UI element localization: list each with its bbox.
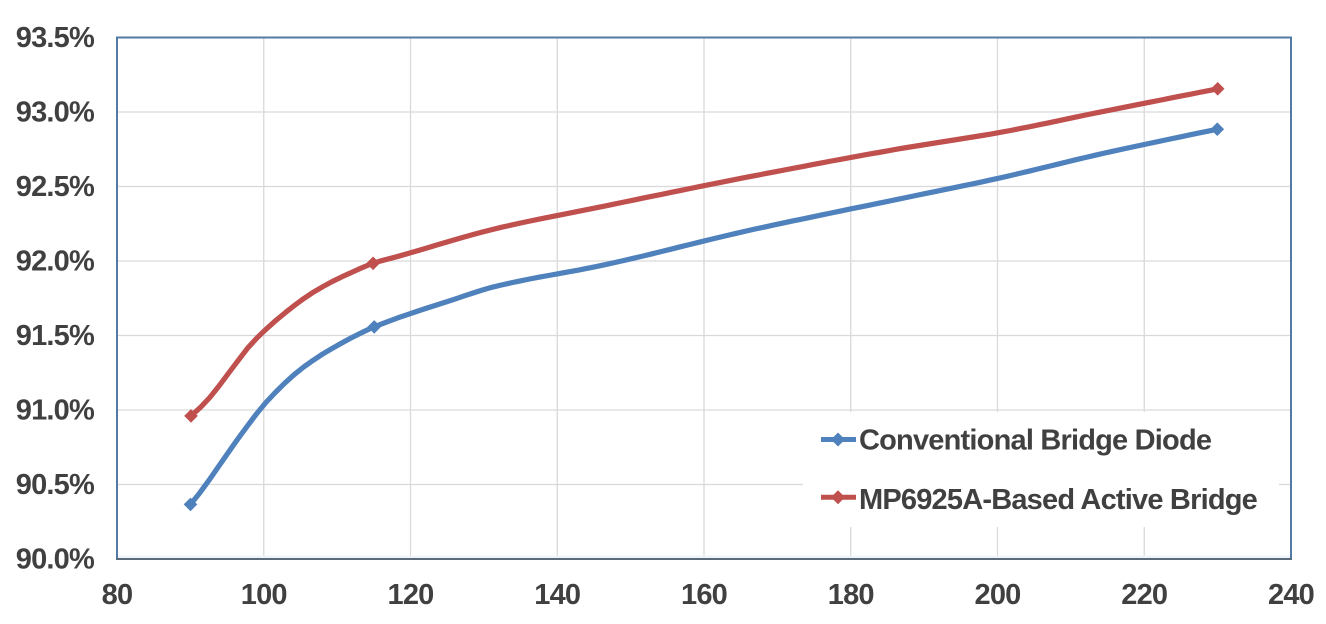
- svg-text:180: 180: [828, 579, 874, 611]
- svg-text:240: 240: [1268, 579, 1314, 611]
- svg-text:91.5%: 91.5%: [16, 320, 95, 352]
- svg-text:MP6925A-Based Active Bridge: MP6925A-Based Active Bridge: [859, 484, 1258, 516]
- svg-text:91.0%: 91.0%: [16, 395, 95, 427]
- svg-text:80: 80: [102, 579, 133, 611]
- svg-text:160: 160: [681, 579, 727, 611]
- svg-text:Conventional Bridge Diode: Conventional Bridge Diode: [859, 425, 1212, 457]
- svg-text:93.5%: 93.5%: [16, 22, 95, 54]
- svg-text:200: 200: [975, 579, 1021, 611]
- svg-text:93.0%: 93.0%: [16, 97, 95, 129]
- svg-text:120: 120: [388, 579, 434, 611]
- svg-text:90.5%: 90.5%: [16, 469, 95, 501]
- svg-text:90.0%: 90.0%: [16, 544, 95, 576]
- svg-text:140: 140: [534, 579, 580, 611]
- svg-text:100: 100: [241, 579, 287, 611]
- svg-text:220: 220: [1121, 579, 1167, 611]
- svg-text:92.5%: 92.5%: [16, 171, 95, 203]
- svg-text:92.0%: 92.0%: [16, 246, 95, 278]
